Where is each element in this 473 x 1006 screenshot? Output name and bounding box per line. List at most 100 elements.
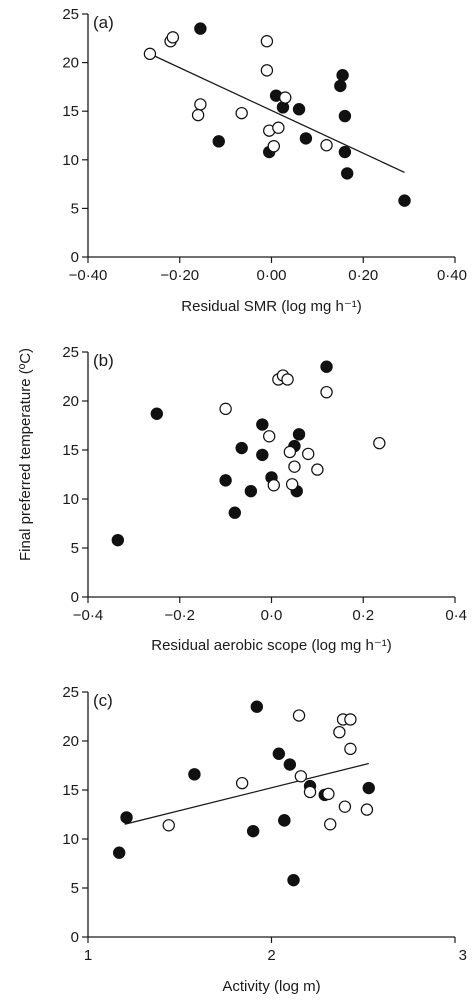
- y-tick-label: 5: [71, 540, 79, 557]
- panel-label: (a): [93, 13, 114, 32]
- panel-label: (b): [93, 351, 114, 370]
- data-point-filled: [244, 484, 258, 498]
- data-point-filled: [111, 533, 125, 547]
- data-point-open: [373, 436, 386, 450]
- data-point-open: [260, 35, 274, 48]
- data-point-filled: [235, 441, 248, 455]
- data-point-open: [166, 31, 180, 44]
- y-tick-label: 0: [71, 249, 79, 266]
- data-point-open: [311, 463, 324, 476]
- trend-line: [124, 762, 369, 825]
- x-tick-label: −0·2: [165, 607, 195, 624]
- data-point-filled: [120, 811, 133, 824]
- chart-panel-1: 0 5 10 15 20 25 −0·40 −0·20 0·00 0·20 0·40 (a) Resid…: [62, 6, 467, 315]
- data-point-open: [344, 713, 357, 726]
- x-axis-label: Activity (log m): [222, 978, 320, 995]
- data-point-open: [272, 121, 285, 134]
- data-point-open: [302, 447, 315, 461]
- x-tick-label: −0·4: [73, 607, 103, 624]
- x-tick-label: −0·20: [160, 267, 199, 284]
- data-point-open: [267, 139, 280, 153]
- data-point-filled: [287, 873, 300, 887]
- data-point-open: [281, 373, 294, 386]
- x-tick-label: 2: [267, 947, 275, 964]
- y-tick-label: 0: [71, 589, 79, 606]
- y-tick-label: 10: [62, 831, 79, 848]
- trend-line: [149, 53, 405, 174]
- data-point-open: [235, 106, 248, 120]
- y-tick-label: 15: [62, 103, 79, 120]
- data-point-open: [324, 818, 337, 831]
- panel-label: (c): [93, 691, 113, 710]
- chart-panel-2: 0 5 10 15 20 25 −0·4 −0·2 0·0 0·2 0·4 (b) Residual a…: [17, 344, 467, 654]
- data-point-open: [338, 800, 352, 813]
- data-point-open: [322, 787, 335, 801]
- data-point-filled: [219, 474, 232, 487]
- data-point-filled: [246, 824, 260, 838]
- data-point-filled: [250, 700, 264, 713]
- data-point-open: [279, 91, 292, 104]
- y-tick-label: 5: [71, 880, 79, 897]
- data-point-filled: [336, 69, 349, 82]
- x-axis-label: Residual aerobic scope (log mg h⁻¹): [151, 637, 392, 654]
- y-tick-label: 10: [62, 491, 79, 508]
- data-point-filled: [256, 448, 269, 462]
- x-tick-label: 1: [84, 947, 92, 964]
- data-point-open: [360, 803, 374, 816]
- y-tick-label: 0: [71, 929, 79, 946]
- y-axis-label: Final preferred temperature (ºC): [17, 348, 34, 561]
- y-tick-label: 25: [62, 6, 79, 23]
- data-point-filled: [150, 407, 164, 420]
- data-point-filled: [194, 22, 207, 35]
- data-point-open: [191, 108, 205, 122]
- data-point-filled: [398, 194, 411, 207]
- x-axis-label: Residual SMR (log mg h⁻¹): [181, 298, 361, 315]
- y-tick-label: 15: [62, 442, 79, 459]
- data-point-filled: [338, 145, 352, 159]
- data-point-filled: [320, 360, 333, 373]
- data-point-filled: [228, 506, 241, 519]
- x-tick-label: 0·00: [256, 267, 286, 284]
- data-point-open: [235, 776, 249, 790]
- data-point-open: [162, 819, 175, 832]
- x-tick-label: 0·4: [445, 607, 467, 624]
- x-tick-label: 0·20: [348, 267, 378, 284]
- data-point-open: [143, 47, 157, 61]
- y-tick-label: 25: [62, 684, 79, 701]
- x-tick-label: 3: [459, 947, 467, 964]
- data-point-filled: [112, 846, 126, 859]
- data-point-filled: [188, 768, 201, 781]
- data-point-open: [194, 98, 207, 111]
- data-point-open: [320, 385, 333, 399]
- y-tick-label: 20: [62, 55, 79, 72]
- data-point-filled: [256, 418, 269, 431]
- y-tick-label: 20: [62, 393, 79, 410]
- data-point-open: [344, 742, 357, 756]
- data-point-open: [263, 430, 276, 443]
- data-point-open: [294, 770, 308, 783]
- data-point-filled: [292, 103, 306, 116]
- data-point-open: [283, 445, 297, 459]
- data-point-filled: [338, 109, 352, 123]
- data-point-filled: [278, 814, 291, 827]
- data-point-open: [285, 478, 299, 491]
- data-point-filled: [299, 132, 313, 145]
- x-tick-label: 0·0: [261, 607, 283, 624]
- data-point-filled: [212, 135, 225, 148]
- data-point-open: [320, 139, 333, 152]
- x-tick-label: 0·2: [352, 607, 374, 624]
- y-tick-label: 10: [62, 152, 79, 169]
- data-point-filled: [334, 79, 347, 93]
- data-point-filled: [340, 167, 354, 180]
- y-tick-label: 15: [62, 782, 79, 799]
- y-tick-label: 5: [71, 200, 79, 217]
- data-point-open: [292, 709, 306, 722]
- chart-panel-3: 0 5 10 15 20 25 1 2 3 (c) Activity (log m): [62, 684, 467, 995]
- x-tick-label: 0·40: [437, 267, 467, 284]
- data-point-filled: [362, 781, 375, 795]
- y-tick-label: 20: [62, 733, 79, 750]
- data-point-open: [267, 479, 280, 492]
- data-point-open: [288, 460, 301, 473]
- data-point-open: [303, 785, 317, 799]
